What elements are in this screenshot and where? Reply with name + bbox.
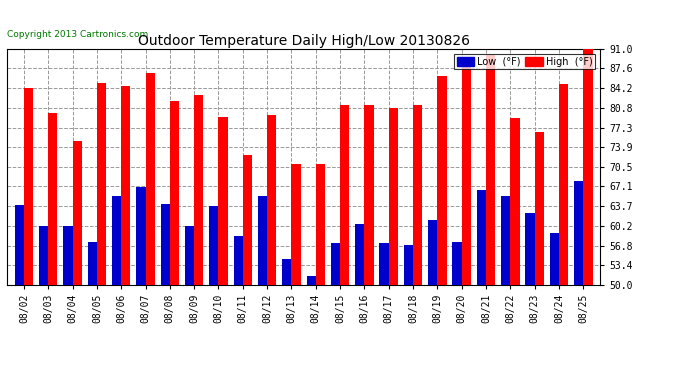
Bar bbox=[137, 187, 146, 285]
Bar bbox=[185, 226, 194, 285]
Bar bbox=[48, 113, 57, 285]
Bar bbox=[525, 213, 535, 285]
Bar bbox=[121, 86, 130, 285]
Bar bbox=[428, 220, 437, 285]
Bar bbox=[477, 190, 486, 285]
Bar bbox=[219, 117, 228, 285]
Bar bbox=[161, 204, 170, 285]
Bar bbox=[267, 115, 277, 285]
Bar bbox=[535, 132, 544, 285]
Bar bbox=[583, 49, 593, 285]
Bar bbox=[243, 155, 252, 285]
Bar bbox=[501, 196, 511, 285]
Bar bbox=[364, 105, 374, 285]
Bar bbox=[258, 196, 267, 285]
Bar bbox=[437, 76, 446, 285]
Bar bbox=[331, 243, 340, 285]
Bar bbox=[72, 141, 82, 285]
Bar bbox=[550, 233, 559, 285]
Bar bbox=[209, 206, 219, 285]
Bar bbox=[291, 164, 301, 285]
Bar bbox=[194, 95, 204, 285]
Bar bbox=[39, 226, 48, 285]
Bar bbox=[170, 100, 179, 285]
Bar bbox=[63, 226, 72, 285]
Bar bbox=[355, 225, 364, 285]
Bar bbox=[413, 105, 422, 285]
Bar bbox=[453, 242, 462, 285]
Bar bbox=[486, 54, 495, 285]
Bar bbox=[511, 118, 520, 285]
Bar bbox=[97, 83, 106, 285]
Bar bbox=[88, 242, 97, 285]
Title: Outdoor Temperature Daily High/Low 20130826: Outdoor Temperature Daily High/Low 20130… bbox=[137, 34, 470, 48]
Bar bbox=[146, 73, 155, 285]
Legend: Low  (°F), High  (°F): Low (°F), High (°F) bbox=[453, 54, 595, 69]
Bar bbox=[404, 244, 413, 285]
Bar bbox=[316, 164, 325, 285]
Bar bbox=[306, 276, 316, 285]
Bar bbox=[233, 236, 243, 285]
Bar bbox=[380, 243, 388, 285]
Bar bbox=[282, 259, 291, 285]
Bar bbox=[340, 105, 349, 285]
Bar bbox=[559, 84, 568, 285]
Bar bbox=[112, 196, 121, 285]
Bar bbox=[574, 181, 583, 285]
Text: Copyright 2013 Cartronics.com: Copyright 2013 Cartronics.com bbox=[7, 30, 148, 39]
Bar bbox=[24, 88, 33, 285]
Bar bbox=[14, 206, 24, 285]
Bar bbox=[462, 66, 471, 285]
Bar bbox=[388, 108, 398, 285]
